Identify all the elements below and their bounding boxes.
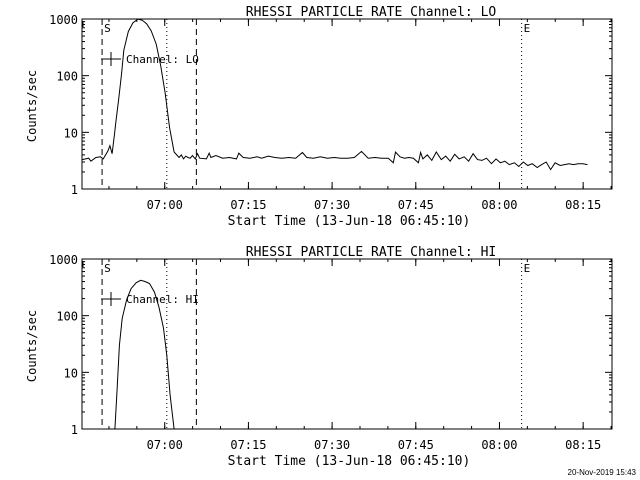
y-axis-label: Counts/sec: [25, 70, 39, 142]
chart-title: RHESSI PARTICLE_RATE Channel: LO: [246, 5, 497, 20]
y-tick-label: 100: [56, 310, 78, 324]
x-axis-label: Start Time (13-Jun-18 06:45:10): [228, 214, 471, 229]
x-tick-label: 08:15: [565, 438, 601, 452]
panel-lo: RHESSI PARTICLE_RATE Channel: LO 1 10 100 10…: [25, 5, 613, 229]
panel-hi: RHESSI PARTICLE_RATE Channel: HI 1 10 100 10…: [25, 245, 613, 469]
y-axis-label: Counts/sec: [25, 310, 39, 382]
x-tick-label: 08:00: [481, 438, 517, 452]
x-tick-label: 07:30: [314, 438, 350, 452]
timestamp: 20-Nov-2019 15:43: [567, 468, 637, 477]
time-marker-label: E: [524, 262, 531, 275]
y-tick-label: 10: [64, 126, 78, 140]
x-tick-label: 08:00: [481, 198, 517, 212]
series-line: [114, 279, 175, 429]
y-tick-label: 10: [64, 366, 78, 380]
series-line: [82, 19, 588, 171]
y-tick-label: 100: [56, 70, 78, 84]
x-tick-label: 07:15: [230, 438, 266, 452]
time-marker-label: S: [104, 22, 111, 35]
x-tick-label: 07:30: [314, 198, 350, 212]
time-marker-label: E: [524, 22, 531, 35]
x-tick-label: 07:00: [147, 198, 183, 212]
x-tick-label: 07:00: [147, 438, 183, 452]
legend-label: Channel: HI: [126, 293, 199, 306]
y-tick-label: 1: [71, 183, 78, 197]
x-axis-label: Start Time (13-Jun-18 06:45:10): [228, 454, 471, 469]
y-tick-label: 1: [71, 423, 78, 437]
x-tick-label: 07:15: [230, 198, 266, 212]
y-tick-label: 1000: [49, 253, 78, 267]
time-marker-label: S: [104, 262, 111, 275]
x-tick-label: 08:15: [565, 198, 601, 212]
x-tick-label: 07:45: [398, 198, 434, 212]
chart-title: RHESSI PARTICLE_RATE Channel: HI: [246, 245, 496, 260]
y-tick-label: 1000: [49, 13, 78, 27]
plot-frame: [81, 258, 613, 430]
x-tick-label: 07:45: [398, 438, 434, 452]
legend-label: Channel: LO: [126, 53, 199, 66]
